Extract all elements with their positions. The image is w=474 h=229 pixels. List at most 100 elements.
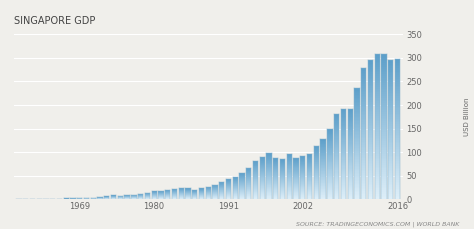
- Bar: [327, 184, 333, 185]
- Bar: [361, 160, 366, 161]
- Bar: [287, 161, 292, 162]
- Bar: [354, 195, 360, 196]
- Bar: [395, 91, 400, 93]
- Bar: [273, 193, 278, 194]
- Bar: [388, 196, 393, 197]
- Bar: [280, 184, 285, 185]
- Bar: [226, 181, 231, 182]
- Bar: [266, 197, 272, 198]
- Bar: [334, 183, 339, 184]
- Bar: [368, 119, 373, 121]
- Bar: [388, 192, 393, 194]
- Bar: [347, 137, 353, 138]
- Bar: [320, 190, 326, 191]
- Bar: [260, 157, 265, 158]
- Bar: [287, 165, 292, 166]
- Bar: [320, 155, 326, 156]
- Bar: [273, 163, 278, 164]
- Bar: [361, 76, 366, 78]
- Bar: [395, 108, 400, 110]
- Bar: [374, 170, 380, 172]
- Bar: [388, 163, 393, 164]
- Bar: [382, 85, 387, 87]
- Bar: [395, 89, 400, 91]
- Bar: [334, 116, 339, 117]
- Bar: [354, 141, 360, 142]
- Bar: [354, 92, 360, 93]
- Bar: [388, 91, 393, 93]
- Bar: [314, 197, 319, 198]
- Bar: [260, 194, 265, 195]
- Bar: [354, 183, 360, 184]
- Bar: [382, 128, 387, 130]
- Bar: [327, 193, 333, 194]
- Bar: [347, 160, 353, 161]
- Bar: [280, 197, 285, 198]
- Bar: [320, 157, 326, 158]
- Bar: [327, 145, 333, 146]
- Bar: [314, 154, 319, 155]
- Bar: [246, 173, 251, 174]
- Bar: [395, 128, 400, 129]
- Bar: [354, 135, 360, 136]
- Bar: [280, 182, 285, 183]
- Bar: [388, 155, 393, 157]
- Bar: [239, 192, 245, 193]
- Bar: [361, 114, 366, 115]
- Bar: [341, 168, 346, 169]
- Bar: [287, 187, 292, 188]
- Bar: [293, 192, 299, 193]
- Bar: [327, 136, 333, 137]
- Bar: [266, 164, 272, 165]
- Bar: [233, 195, 238, 196]
- Bar: [347, 163, 353, 164]
- Bar: [266, 192, 272, 193]
- Bar: [314, 172, 319, 173]
- Bar: [307, 184, 312, 185]
- Bar: [395, 138, 400, 140]
- Bar: [226, 195, 231, 196]
- Bar: [374, 190, 380, 192]
- Bar: [374, 121, 380, 123]
- Bar: [361, 107, 366, 109]
- Bar: [374, 87, 380, 89]
- Bar: [266, 186, 272, 187]
- Bar: [341, 144, 346, 145]
- Bar: [374, 139, 380, 141]
- Bar: [300, 174, 306, 175]
- Bar: [361, 184, 366, 186]
- Bar: [395, 66, 400, 68]
- Bar: [334, 135, 339, 136]
- Bar: [260, 173, 265, 174]
- Bar: [300, 183, 306, 184]
- Bar: [368, 158, 373, 159]
- Bar: [260, 159, 265, 160]
- Bar: [354, 120, 360, 121]
- Text: SINGAPORE GDP: SINGAPORE GDP: [14, 16, 96, 26]
- Bar: [341, 164, 346, 165]
- Bar: [361, 168, 366, 170]
- Bar: [361, 119, 366, 120]
- Bar: [246, 196, 251, 197]
- Bar: [273, 181, 278, 182]
- Bar: [260, 176, 265, 177]
- Bar: [388, 107, 393, 108]
- Bar: [320, 169, 326, 170]
- Bar: [327, 160, 333, 161]
- Bar: [382, 63, 387, 65]
- Bar: [361, 73, 366, 74]
- Bar: [307, 190, 312, 191]
- Bar: [361, 127, 366, 129]
- Bar: [374, 141, 380, 143]
- Bar: [368, 67, 373, 69]
- Bar: [388, 145, 393, 147]
- Bar: [347, 132, 353, 134]
- Bar: [320, 188, 326, 189]
- Bar: [334, 144, 339, 145]
- Bar: [354, 118, 360, 120]
- Bar: [320, 154, 326, 155]
- Bar: [253, 183, 258, 184]
- Bar: [293, 185, 299, 186]
- Bar: [300, 189, 306, 190]
- Bar: [327, 132, 333, 133]
